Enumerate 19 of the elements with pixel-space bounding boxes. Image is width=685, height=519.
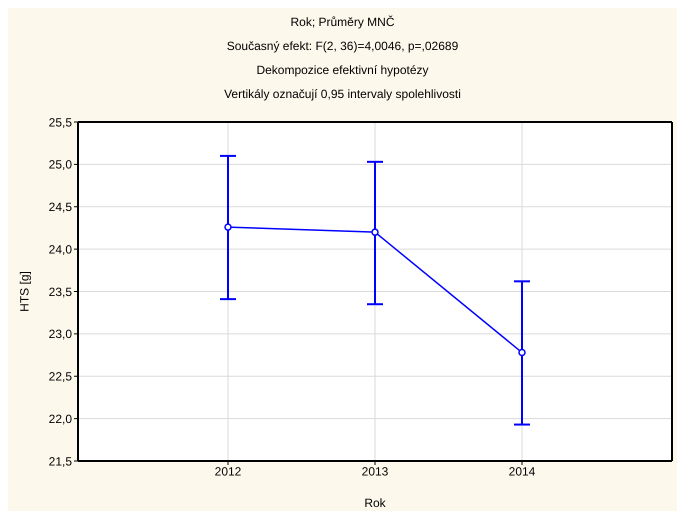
y-tick-label: 22,5 [48, 370, 72, 384]
y-tick-label: 21,5 [48, 454, 72, 468]
point [371, 228, 379, 236]
y-tick-label: 24,0 [48, 242, 72, 256]
chart-title: Rok; Průměry MNČ [289, 14, 396, 31]
point [518, 348, 526, 356]
x-tick-label: 2014 [508, 464, 536, 479]
x-tick-label: 2012 [214, 464, 242, 479]
x-tick-label: 2013 [362, 464, 389, 479]
x-axis-title: Rok [364, 496, 387, 510]
point [224, 223, 232, 231]
y-tick-label: 23,5 [48, 284, 72, 299]
y-tick-label: 25,0 [48, 158, 72, 172]
chart-subtitle: Současný efekt: F(2, 36)=4,0046, p=,02689 Dekompozice efektivní hypotézy Vertikály označují 0,95 intervaly spolehlivosti [223, 38, 462, 103]
y-tick-label: 22,0 [48, 412, 72, 426]
y-axis-title: HTS [g] [17, 271, 32, 312]
y-tick-label: 23,0 [48, 327, 72, 342]
y-tick-label: 25,5 [48, 115, 72, 130]
y-tick-label: 24,5 [48, 200, 72, 214]
